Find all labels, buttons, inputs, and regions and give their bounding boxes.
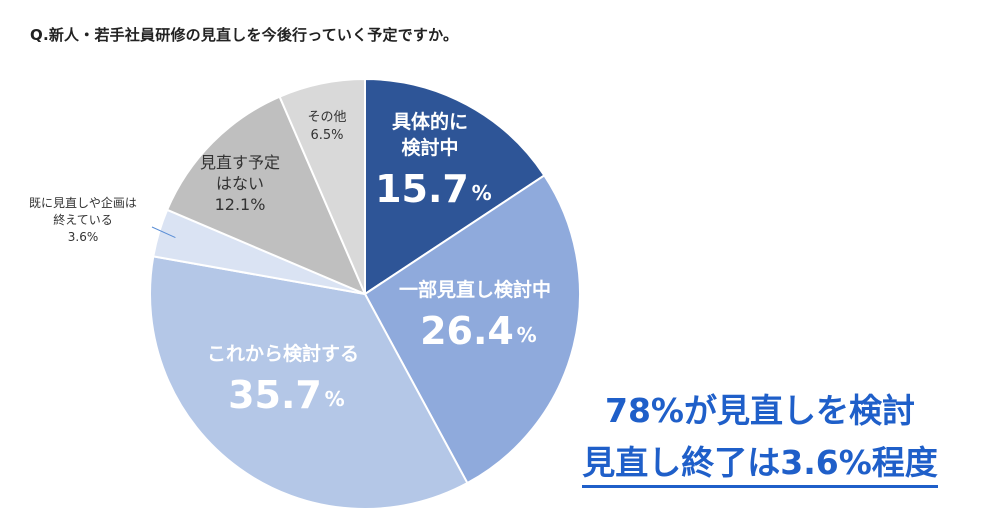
slice-label-will-investigate: これから検討する 35.7%	[207, 342, 359, 417]
slice-name: 終えている	[53, 212, 112, 227]
slice-value: 26.4	[420, 309, 514, 353]
pie-slice-investigating	[364, 77, 546, 296]
pie-slice-will-investigate	[149, 255, 469, 510]
slice-name: 検討中	[401, 136, 458, 159]
slice-name: 一部見直し検討中	[399, 278, 551, 301]
slice-unit: %	[325, 387, 345, 411]
slice-value: 12.1%	[215, 195, 266, 214]
leader-line	[151, 226, 176, 239]
slice-label-other: その他 6.5%	[307, 110, 346, 143]
slice-unit: %	[517, 323, 537, 347]
slice-value: 35.7	[228, 373, 322, 417]
slice-name: はない	[216, 174, 264, 193]
summary-callout: 78%が見直しを検討 見直し終了は3.6%程度	[540, 385, 980, 489]
slice-name: 具体的に	[392, 110, 468, 133]
slice-name: 見直す予定	[200, 153, 280, 172]
pie-slice-no-plan	[165, 95, 367, 296]
slice-value: 3.6%	[68, 230, 99, 244]
callout-line-1: 78%が見直しを検討	[605, 391, 915, 430]
chart-question-title: Q.新人・若手社員研修の見直しを今後行っていく予定ですか。	[30, 26, 459, 44]
slice-name: これから検討する	[207, 342, 359, 365]
slice-unit: %	[472, 181, 492, 205]
slice-value: 6.5%	[310, 128, 343, 143]
slice-name: 既に見直しや企画は	[29, 195, 137, 210]
slice-label-partial-review: 一部見直し検討中 26.4%	[399, 278, 551, 353]
pie-slice-other	[278, 77, 366, 295]
slice-name: その他	[307, 110, 346, 125]
callout-line-2: 見直し終了は3.6%程度	[582, 441, 938, 488]
pie-slice-partial-review	[363, 174, 581, 485]
slice-value: 15.7	[375, 167, 469, 211]
